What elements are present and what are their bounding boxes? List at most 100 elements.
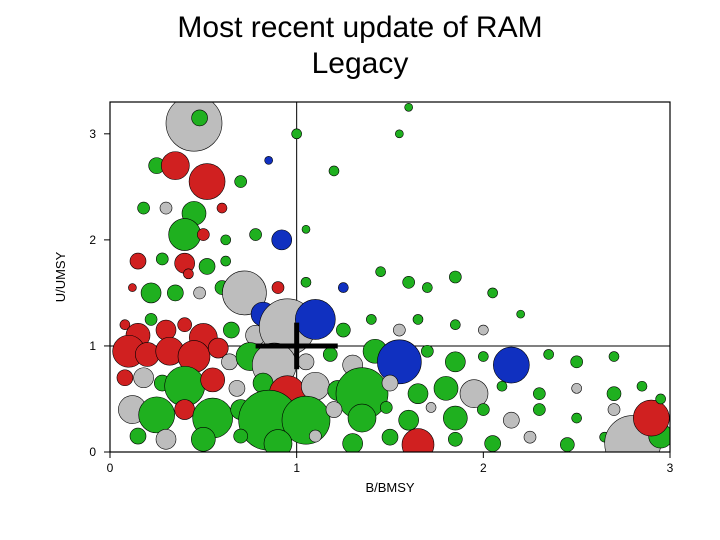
bubble	[544, 349, 554, 359]
bubble	[449, 271, 461, 283]
bubble	[422, 283, 432, 293]
title-line2: Legacy	[312, 47, 409, 80]
x-axis-label: B/BMSY	[365, 480, 414, 495]
bubble	[560, 438, 574, 452]
bubble	[309, 430, 321, 442]
bubble	[264, 430, 292, 458]
y-tick-label: 2	[89, 233, 96, 247]
page-title: Most recent update of RAM Legacy	[10, 10, 710, 82]
bubble	[221, 256, 231, 266]
bubble	[298, 354, 314, 370]
bubble	[377, 340, 421, 384]
bubble	[445, 352, 465, 372]
bubble	[477, 404, 489, 416]
bubble	[533, 388, 545, 400]
bubble	[571, 356, 583, 368]
bubble	[609, 352, 619, 362]
kobe-plot: 01230123B/BMSYU/UMSY	[40, 92, 680, 512]
bubble	[656, 394, 666, 404]
bubble	[323, 347, 337, 361]
bubble	[524, 431, 536, 443]
bubble	[497, 381, 507, 391]
bubble	[443, 406, 467, 430]
bubble	[272, 282, 284, 294]
bubble	[485, 436, 501, 452]
bubble	[192, 110, 208, 126]
bubble	[201, 368, 225, 392]
bubble	[301, 277, 311, 287]
bubble	[637, 381, 647, 391]
bubble	[533, 404, 545, 416]
bubble	[478, 352, 488, 362]
bubble	[141, 283, 161, 303]
bubble	[336, 323, 350, 337]
bubble	[191, 427, 215, 451]
bubble	[326, 402, 342, 418]
bubble	[235, 176, 247, 188]
bubble	[160, 202, 172, 214]
bubble	[393, 324, 405, 336]
bubble	[169, 219, 201, 251]
bubble	[608, 404, 620, 416]
bubble	[572, 383, 582, 393]
bubble	[223, 322, 239, 338]
bubble	[607, 387, 621, 401]
x-tick-label: 1	[293, 461, 300, 475]
bubble	[178, 318, 192, 332]
bubble	[493, 347, 529, 383]
bubble	[448, 432, 462, 446]
bubble	[382, 375, 398, 391]
bubble	[488, 288, 498, 298]
bubble	[633, 400, 669, 436]
bubble	[338, 283, 348, 293]
bubble	[183, 269, 193, 279]
bubble	[175, 400, 195, 420]
bubble	[478, 325, 488, 335]
bubble	[382, 429, 398, 445]
bubble	[265, 156, 273, 164]
bubble	[156, 253, 168, 265]
bubble	[402, 429, 434, 461]
bubble	[434, 376, 458, 400]
title-line1: Most recent update of RAM	[177, 11, 542, 44]
bubble	[380, 401, 392, 413]
y-tick-label: 0	[89, 445, 96, 459]
bubble	[221, 354, 237, 370]
bubble	[399, 410, 419, 430]
bubble	[376, 267, 386, 277]
bubble	[199, 258, 215, 274]
bubble	[161, 152, 189, 180]
bubble	[295, 299, 335, 339]
bubble	[139, 397, 175, 433]
bubble	[128, 284, 136, 292]
bubble	[234, 429, 248, 443]
bubble	[292, 129, 302, 139]
bubble	[426, 402, 436, 412]
bubble	[134, 368, 154, 388]
bubble	[348, 404, 376, 432]
x-tick-label: 3	[667, 461, 674, 475]
bubble	[366, 314, 376, 324]
bubble	[138, 202, 150, 214]
bubble	[413, 314, 423, 324]
bubble	[167, 285, 183, 301]
bubble	[135, 342, 159, 366]
bubble	[343, 434, 363, 454]
bubble	[403, 276, 415, 288]
bubble	[229, 380, 245, 396]
bubble	[130, 428, 146, 444]
bubble	[450, 320, 460, 330]
y-tick-label: 1	[89, 339, 96, 353]
bubble	[395, 130, 403, 138]
bubble	[302, 225, 310, 233]
bubble	[272, 230, 292, 250]
chart-svg: 01230123B/BMSYU/UMSY	[40, 92, 680, 512]
y-axis-label: U/UMSY	[53, 251, 68, 302]
x-tick-label: 0	[107, 461, 114, 475]
bubble	[408, 384, 428, 404]
y-tick-label: 3	[89, 127, 96, 141]
bubble	[156, 429, 176, 449]
bubble	[221, 235, 231, 245]
bubble	[503, 412, 519, 428]
bubble	[405, 103, 413, 111]
